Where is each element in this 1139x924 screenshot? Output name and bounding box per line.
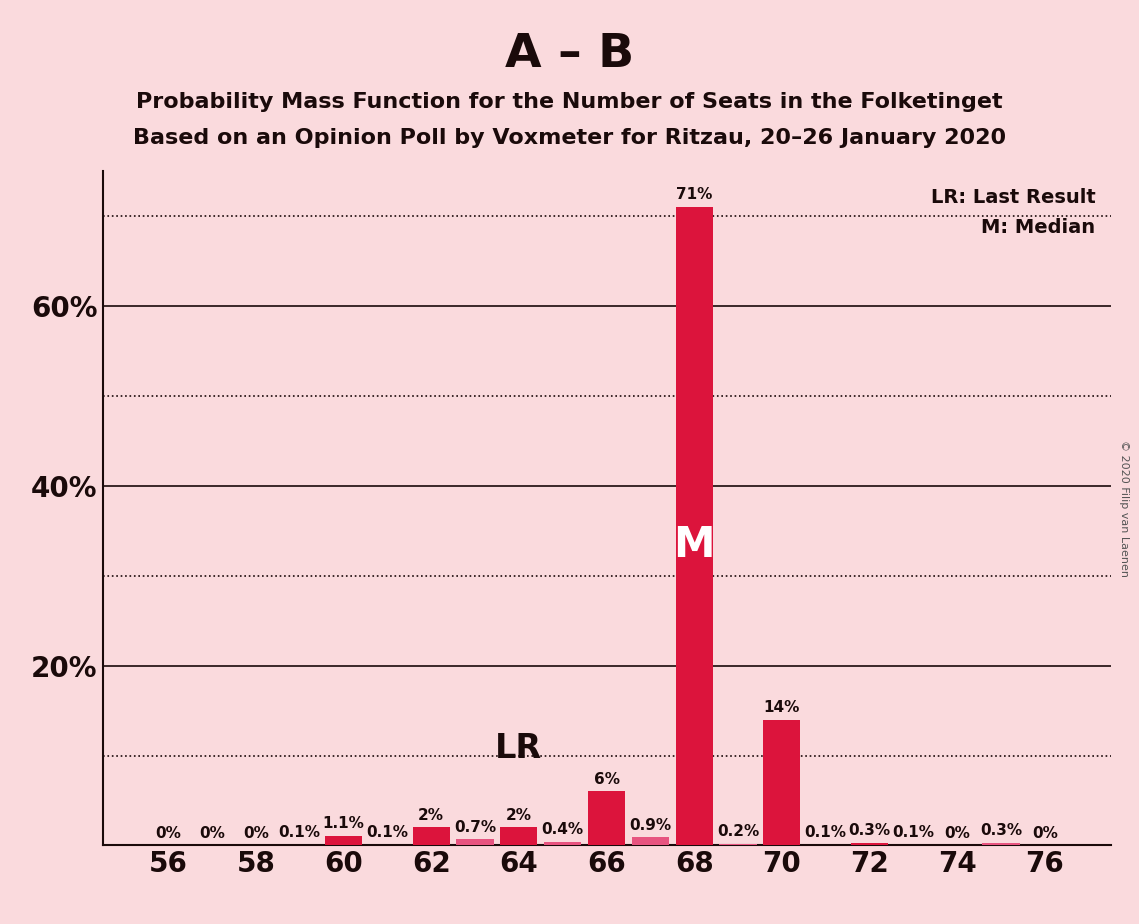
Bar [412,828,450,845]
Text: 0%: 0% [243,826,269,841]
Text: 2%: 2% [418,808,444,823]
Bar [675,207,713,845]
Text: 0%: 0% [1032,826,1058,841]
Text: 71%: 71% [675,188,712,202]
Text: © 2020 Filip van Laenen: © 2020 Filip van Laenen [1120,440,1129,577]
Text: LR: LR [495,732,542,764]
Bar [457,839,493,845]
Text: 0.9%: 0.9% [629,818,671,833]
Text: 0.2%: 0.2% [716,824,759,839]
Text: M: Median: M: Median [982,218,1096,237]
Text: M: M [673,524,715,566]
Bar [544,842,581,845]
Text: 0.7%: 0.7% [454,820,497,834]
Text: 6%: 6% [593,772,620,787]
Text: 0.3%: 0.3% [980,823,1022,838]
Text: A – B: A – B [505,32,634,78]
Bar [588,792,625,845]
Text: 1.1%: 1.1% [322,816,364,831]
Text: 0.1%: 0.1% [367,825,409,840]
Bar [982,843,1019,845]
Bar [632,837,669,845]
Text: Based on an Opinion Poll by Voxmeter for Ritzau, 20–26 January 2020: Based on an Opinion Poll by Voxmeter for… [133,128,1006,148]
Text: 0.4%: 0.4% [542,822,584,837]
Text: 0%: 0% [199,826,226,841]
Text: 0%: 0% [944,826,970,841]
Text: 14%: 14% [763,700,800,715]
Text: 0%: 0% [155,826,181,841]
Bar [325,835,362,845]
Text: 0.1%: 0.1% [279,825,321,840]
Bar [720,844,756,845]
Text: 2%: 2% [506,808,532,823]
Text: LR: Last Result: LR: Last Result [931,188,1096,207]
Bar [763,720,801,845]
Text: 0.1%: 0.1% [804,825,846,840]
Text: 0.3%: 0.3% [849,823,891,838]
Bar [500,828,538,845]
Bar [851,843,888,845]
Text: 0.1%: 0.1% [892,825,934,840]
Text: Probability Mass Function for the Number of Seats in the Folketinget: Probability Mass Function for the Number… [137,92,1002,113]
